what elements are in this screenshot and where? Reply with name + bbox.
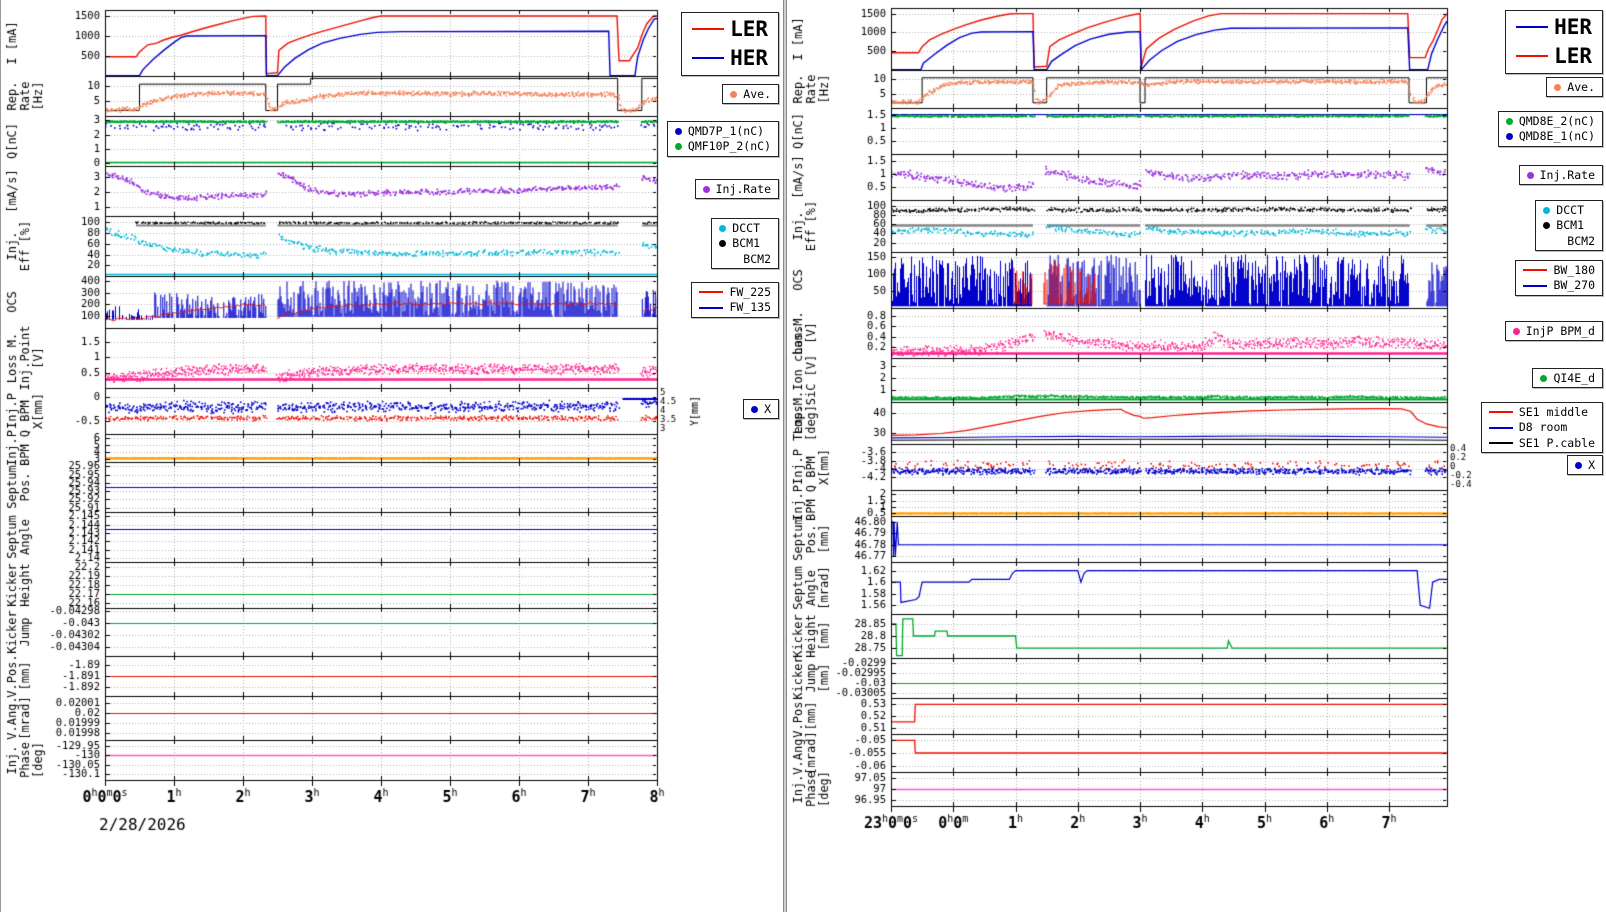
panel-divider (783, 0, 787, 912)
her-panel-canvas (787, 0, 1606, 912)
ler-panel: LER HER Ave. QMD7P_1(nC) QMF10P_2(nC) Inj.Rat… (1, 0, 783, 912)
her-panel: HER LER Ave. QMD8E_2(nC) QMD8E_1(nC) Inj.Rate… (787, 0, 1606, 912)
ler-panel-canvas (1, 0, 783, 912)
